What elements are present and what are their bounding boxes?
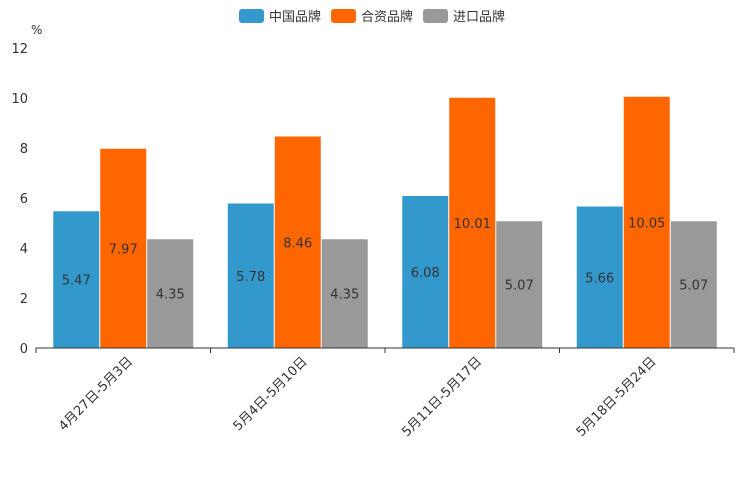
bar[interactable] [100, 148, 147, 348]
legend-swatch [423, 9, 449, 23]
data-label: 8.46 [283, 236, 312, 251]
bar[interactable] [496, 221, 543, 348]
data-label: 5.66 [585, 271, 614, 286]
bar[interactable] [227, 203, 274, 349]
data-label: 4.35 [330, 288, 359, 303]
y-tick-label: 12 [11, 42, 28, 57]
bar[interactable] [53, 211, 100, 348]
y-tick-label: 2 [20, 292, 28, 307]
x-axis: 4月27日-5月3日 5月4日-5月10日 5月11日-5月17日 5月18日-5月2… [35, 348, 735, 440]
bar[interactable] [274, 136, 321, 349]
data-label: 10.05 [628, 216, 665, 231]
bars: 5.47 7.97 4.35 5.78 8.46 4.35 6.08 10.01 5.07 5.6… [53, 96, 717, 349]
legend: 中国品牌 合资品牌 进口品牌 [238, 9, 505, 25]
y-tick-label: 6 [20, 192, 28, 207]
data-label: 5.07 [505, 279, 534, 294]
data-label: 5.78 [236, 270, 265, 285]
legend-item[interactable]: 合资品牌 [330, 9, 413, 25]
legend-label: 进口品牌 [453, 9, 505, 25]
data-label: 5.07 [679, 279, 708, 294]
x-tick-label: 5月4日-5月10日 [231, 354, 311, 434]
y-tick-label: 10 [11, 92, 28, 107]
bar[interactable] [449, 97, 496, 348]
legend-label: 合资品牌 [361, 9, 413, 25]
x-tick-label: 5月18日-5月24日 [574, 354, 660, 440]
bar[interactable] [321, 239, 368, 348]
legend-label: 中国品牌 [269, 9, 321, 25]
bar[interactable] [670, 221, 717, 348]
legend-swatch [330, 9, 356, 23]
x-tick-label: 5月11日-5月17日 [399, 354, 485, 440]
y-tick-label: 8 [20, 142, 28, 157]
data-label: 4.35 [156, 288, 185, 303]
data-label: 10.01 [454, 217, 491, 232]
bar[interactable] [147, 239, 194, 348]
legend-item[interactable]: 中国品牌 [238, 9, 321, 25]
bar[interactable] [576, 206, 623, 349]
y-axis-unit: % [31, 23, 42, 37]
x-tick-label: 4月27日-5月3日 [56, 354, 136, 434]
bar[interactable] [402, 196, 449, 348]
data-label: 6.08 [411, 266, 440, 281]
legend-swatch [238, 9, 264, 23]
y-tick-label: 4 [20, 242, 28, 257]
y-axis: 0 2 4 6 8 10 12 [11, 42, 28, 357]
data-label: 5.47 [62, 274, 91, 289]
y-tick-label: 0 [20, 342, 28, 357]
data-label: 7.97 [109, 242, 138, 257]
legend-item[interactable]: 进口品牌 [423, 9, 505, 25]
bar[interactable] [623, 96, 670, 348]
